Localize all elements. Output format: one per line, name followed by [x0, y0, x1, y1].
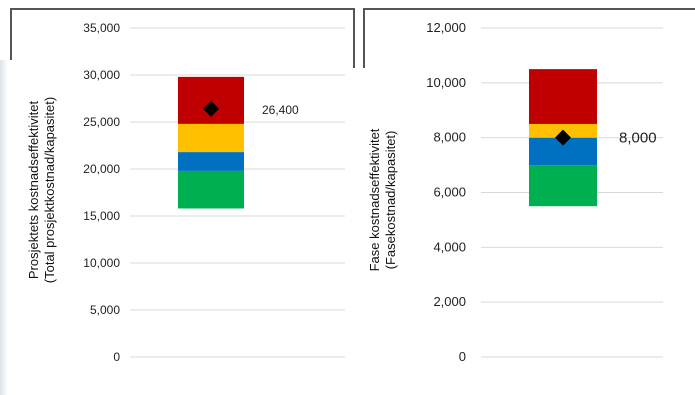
y-axis-title: Fase kostnadseffektivitet (Fasekostnad/ka…	[367, 128, 398, 271]
marker-diamond	[555, 129, 571, 146]
frame-top-line	[363, 8, 695, 10]
y-tick-label: 6,000	[433, 185, 466, 200]
y-axis-title: Prosjektets kostnadseffektivitet (Total p…	[26, 97, 57, 283]
y-tick-label: 0	[113, 350, 120, 364]
right-chart-panel: 0 2,000 4,000 6,000 8,000 10,000 12,000 8,000 Fa…	[363, 0, 695, 395]
bar-segment-red	[529, 69, 597, 124]
y-tick-label: 0	[459, 349, 466, 364]
frame-right-line	[353, 8, 355, 68]
y-tick-label: 4,000	[433, 239, 466, 254]
frame-left-line	[363, 8, 365, 68]
y-tick-label: 10,000	[426, 75, 466, 90]
marker-value-label: 26,400	[262, 103, 299, 117]
y-tick-label: 20,000	[83, 162, 120, 176]
y-tick-label: 2,000	[433, 294, 466, 309]
y-tick-label: 5,000	[90, 303, 120, 317]
y-tick-label: 25,000	[83, 115, 120, 129]
left-chart-svg: 0 5,000 10,000 15,000 20,000 25,000 30,000 35,0…	[26, 21, 345, 364]
marker-value-label: 8,000	[619, 130, 657, 147]
y-axis-title-line: Prosjektets kostnadseffektivitet	[26, 101, 41, 280]
y-tick-label: 35,000	[83, 21, 120, 35]
bar-segment-green	[178, 170, 244, 209]
y-tick-label: 8,000	[433, 130, 466, 145]
y-axis-title-line: Fase kostnadseffektivitet	[367, 128, 382, 271]
left-chart-panel: 0 5,000 10,000 15,000 20,000 25,000 30,000 35,0…	[0, 8, 355, 395]
y-axis-title-line: (Total prosjektkostnad/kapasitet)	[42, 97, 57, 283]
side-shadow	[0, 60, 8, 395]
frame-top-line	[10, 8, 355, 10]
y-axis-title-line: (Fasekostnad/kapasitet)	[383, 131, 398, 270]
right-chart-svg: 0 2,000 4,000 6,000 8,000 10,000 12,000 8,000 Fa…	[367, 20, 663, 364]
bar-segment-yellow	[178, 123, 244, 153]
bar-segment-green	[529, 165, 597, 207]
marker-diamond	[203, 100, 219, 117]
y-tick-label: 15,000	[83, 209, 120, 223]
bar-segment-blue	[178, 152, 244, 171]
y-tick-label: 12,000	[426, 20, 466, 35]
y-tick-label: 10,000	[83, 256, 120, 270]
y-tick-label: 30,000	[83, 68, 120, 82]
frame-left-line	[10, 8, 12, 60]
